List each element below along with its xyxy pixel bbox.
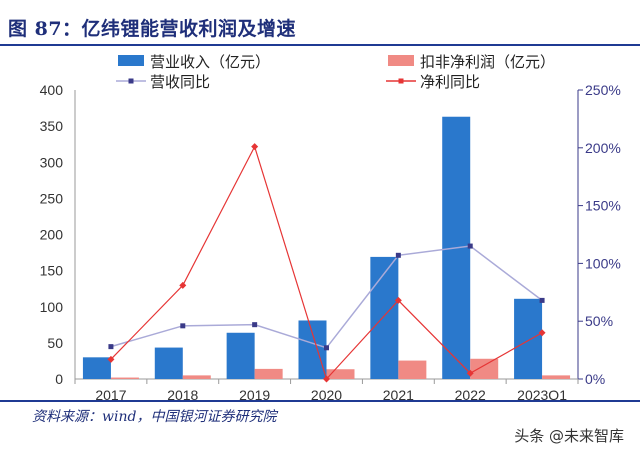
revenue-bar [82,357,111,379]
legend-revenue-swatch [118,55,144,66]
legend-profit-yoy-marker [398,78,404,84]
profit-bar [542,375,571,379]
revenue-yoy-point [467,243,473,249]
x-tick-label: 2020 [311,387,342,400]
x-tick-label: 2021 [383,387,414,400]
revenue-yoy-point [252,322,258,328]
profit-yoy-point [394,296,402,304]
revenue-yoy-point [180,323,186,329]
legend-revenue-label: 营业收入（亿元） [150,54,270,71]
left-tick-label: 200 [40,227,64,243]
bars [82,116,571,380]
x-tick-label: 2018 [167,387,198,400]
figure-title: 图 87：亿纬锂能营收利润及增速 [8,18,297,40]
revenue-bar [226,332,255,379]
profit-yoy-point [538,329,546,337]
right-tick-label: 250% [585,82,621,98]
legend: 营业收入（亿元） 扣非净利润（亿元） 营收同比 净利同比 [116,54,555,91]
legend-revenue-yoy-label: 营收同比 [150,74,210,91]
revenue-yoy-point [108,344,114,350]
profit-yoy-point [251,143,259,151]
revenue-yoy-point [539,297,545,303]
revenue-bar [298,320,327,379]
left-tick-label: 350 [40,118,64,134]
right-tick-label: 200% [585,140,621,156]
left-tick-label: 400 [40,82,64,98]
profit-bar [110,377,139,379]
profit-bar [254,368,283,379]
revenue-bar [370,256,399,379]
profit-yoy-point [179,281,187,289]
x-tick-label: 2023Q1 [517,387,567,400]
legend-profit-swatch [388,55,414,66]
legend-profit-yoy-label: 净利同比 [420,74,480,91]
left-tick-label: 50 [47,335,63,351]
right-tick-label: 50% [585,313,613,329]
legend-revenue-yoy-marker [128,78,134,84]
left-tick-label: 250 [40,190,64,206]
watermark: 头条 @未来智库 [514,427,624,445]
source-note: 资料来源：wind，中国银河证券研究院 [32,409,277,425]
source-rule [0,400,640,402]
profit-yoy-point [107,355,115,363]
left-tick-label: 0 [55,371,63,387]
right-tick-label: 150% [585,198,621,214]
profit-bar [398,360,427,379]
profit-bar [182,375,211,379]
title-rule [0,44,640,46]
axes: 0 50 100 150 200 250 300 350 400 0% 50% 100% 150% 200… [40,82,621,400]
revenue-bar [514,298,543,379]
left-tick-label: 300 [40,154,64,170]
revenue-bar [154,347,183,379]
revenue-yoy-point [395,252,401,258]
right-tick-label: 0% [585,371,605,387]
x-tick-label: 2022 [455,387,486,400]
profit-bar [326,369,355,379]
profit-yoy-point [466,369,474,377]
legend-profit-label: 扣非净利润（亿元） [420,54,555,71]
lines [107,143,546,383]
revenue-yoy-point [324,345,329,351]
profit-bar [470,358,499,379]
right-tick-label: 100% [585,255,621,271]
x-tick-label: 2019 [239,387,270,400]
left-tick-label: 150 [40,263,64,279]
left-tick-label: 100 [40,299,64,315]
x-tick-label: 2017 [95,387,126,400]
revenue-profit-chart: 营业收入（亿元） 扣非净利润（亿元） 营收同比 净利同比 0 50 100 150 200 25… [40,54,621,400]
profit-yoy-point [323,375,330,383]
